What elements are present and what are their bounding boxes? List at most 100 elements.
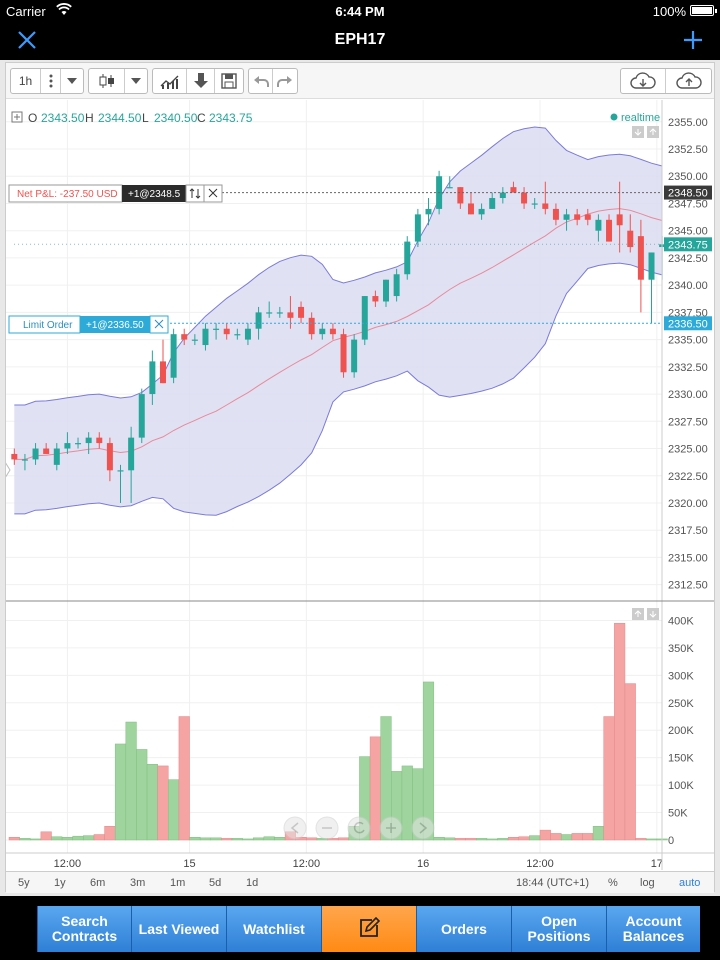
undo-icon[interactable] bbox=[249, 69, 274, 93]
price-tick: 2330.00 bbox=[668, 389, 708, 401]
reset-icon[interactable] bbox=[347, 816, 371, 840]
volume-bar bbox=[465, 838, 477, 841]
volume-bar bbox=[178, 716, 190, 841]
side-handle[interactable] bbox=[6, 462, 11, 478]
candle bbox=[223, 328, 230, 335]
candle bbox=[329, 328, 336, 335]
volume-bar bbox=[61, 837, 73, 841]
candle bbox=[616, 214, 623, 226]
candle bbox=[43, 448, 50, 454]
price-chart[interactable]: 2355.00 2352.50 2350.00 2347.50 2345.00 2342.… bbox=[6, 100, 714, 870]
pnl-order-tag[interactable]: Net P&L: -237.50 USD +1@2348.5 bbox=[8, 184, 223, 203]
save-icon[interactable] bbox=[215, 69, 243, 93]
range-5y[interactable]: 5y bbox=[18, 877, 30, 889]
chevron-down-icon[interactable] bbox=[61, 69, 83, 93]
percent-toggle[interactable]: % bbox=[608, 877, 618, 889]
candle bbox=[287, 312, 294, 318]
range-3m[interactable]: 3m bbox=[130, 877, 146, 889]
volume-tick: 400K bbox=[668, 615, 694, 627]
cloud-download-icon[interactable] bbox=[621, 69, 667, 93]
band-fill bbox=[14, 127, 663, 516]
volume-bar bbox=[454, 838, 466, 841]
page-title: EPH17 bbox=[334, 31, 386, 48]
volume-tick: 250K bbox=[668, 698, 694, 710]
volume-tick: 0 bbox=[668, 835, 674, 847]
time-tick: 16 bbox=[417, 858, 429, 870]
candle bbox=[584, 214, 591, 220]
price-tick: 2342.50 bbox=[668, 253, 708, 265]
tab-edit[interactable] bbox=[321, 906, 416, 952]
candle bbox=[11, 453, 18, 460]
chart-type-group bbox=[88, 68, 148, 94]
pane-controls-top[interactable] bbox=[632, 126, 659, 138]
tab-account-balances[interactable]: Account Balances bbox=[606, 906, 700, 952]
volume-bar bbox=[168, 779, 180, 841]
ohlc-high: 2344.50 bbox=[98, 111, 142, 125]
volume-tick: 300K bbox=[668, 670, 694, 682]
cloud-upload-icon[interactable] bbox=[666, 69, 711, 93]
reverse-icon[interactable] bbox=[185, 184, 205, 203]
scroll-left-icon[interactable] bbox=[283, 816, 307, 840]
volume-bar bbox=[560, 834, 573, 841]
tab-open-positions[interactable]: Open Positions bbox=[511, 906, 606, 952]
price-tick: 2335.00 bbox=[668, 335, 708, 347]
more-vertical-icon[interactable] bbox=[41, 69, 61, 93]
plus-icon[interactable] bbox=[682, 29, 704, 51]
price-tick: 2325.00 bbox=[668, 444, 708, 456]
candle bbox=[276, 312, 283, 314]
pane-controls-volume[interactable] bbox=[632, 608, 659, 620]
candle bbox=[75, 443, 82, 445]
volume-bar bbox=[444, 837, 456, 841]
volume-bar bbox=[497, 838, 509, 841]
volume-bar bbox=[603, 716, 615, 841]
tab-last-viewed[interactable]: Last Viewed bbox=[131, 906, 226, 952]
volume-bar bbox=[263, 836, 275, 841]
download-arrow-icon[interactable] bbox=[187, 69, 215, 93]
range-1y[interactable]: 1y bbox=[54, 877, 66, 889]
candle bbox=[159, 361, 166, 384]
tab-search-contracts[interactable]: Search Contracts bbox=[37, 906, 131, 952]
range-6m[interactable]: 6m bbox=[90, 877, 106, 889]
candle bbox=[149, 361, 156, 395]
candle bbox=[351, 339, 358, 373]
candle bbox=[106, 443, 113, 471]
time-tick: 17 bbox=[651, 858, 663, 870]
history-group bbox=[248, 68, 298, 94]
candle bbox=[255, 312, 262, 329]
status-bar: Carrier 6:44 PM 100% bbox=[0, 0, 720, 22]
volume-bar bbox=[199, 837, 212, 841]
band-middle bbox=[14, 208, 663, 460]
volume-bar bbox=[337, 837, 350, 841]
tab-watchlist[interactable]: Watchlist bbox=[226, 906, 321, 952]
candle bbox=[457, 187, 464, 204]
candle bbox=[32, 448, 39, 460]
candle bbox=[21, 459, 28, 461]
range-5d[interactable]: 5d bbox=[209, 877, 222, 889]
range-1m[interactable]: 1m bbox=[170, 877, 186, 889]
tab-orders[interactable]: Orders bbox=[416, 906, 511, 952]
timezone-clock[interactable]: 18:44 (UTC+1) bbox=[516, 877, 590, 889]
candle bbox=[340, 334, 347, 373]
candle bbox=[181, 334, 188, 340]
volume-bar bbox=[476, 838, 488, 841]
indicators-icon[interactable] bbox=[153, 69, 187, 93]
limit-label: Limit Order bbox=[23, 320, 73, 331]
redo-icon[interactable] bbox=[273, 69, 297, 93]
scroll-right-icon[interactable] bbox=[411, 816, 435, 840]
close-icon[interactable] bbox=[16, 29, 38, 51]
volume-bar bbox=[231, 838, 243, 841]
ohlc-close: 2343.75 bbox=[209, 111, 253, 125]
chevron-down-icon[interactable] bbox=[125, 69, 147, 93]
candle bbox=[521, 192, 528, 204]
candlestick-icon[interactable] bbox=[89, 69, 125, 93]
volume-bar bbox=[529, 835, 541, 841]
band-upper bbox=[14, 126, 663, 406]
range-1d[interactable]: 1d bbox=[246, 877, 259, 889]
limit-order-tag[interactable]: Limit Order +1@2336.50 bbox=[8, 315, 169, 334]
candle bbox=[542, 203, 549, 209]
auto-toggle[interactable]: auto bbox=[679, 877, 701, 889]
interval-button[interactable]: 1h bbox=[11, 69, 41, 93]
chart-nav-controls[interactable] bbox=[283, 816, 435, 840]
candle bbox=[499, 192, 506, 199]
log-toggle[interactable]: log bbox=[640, 877, 655, 889]
